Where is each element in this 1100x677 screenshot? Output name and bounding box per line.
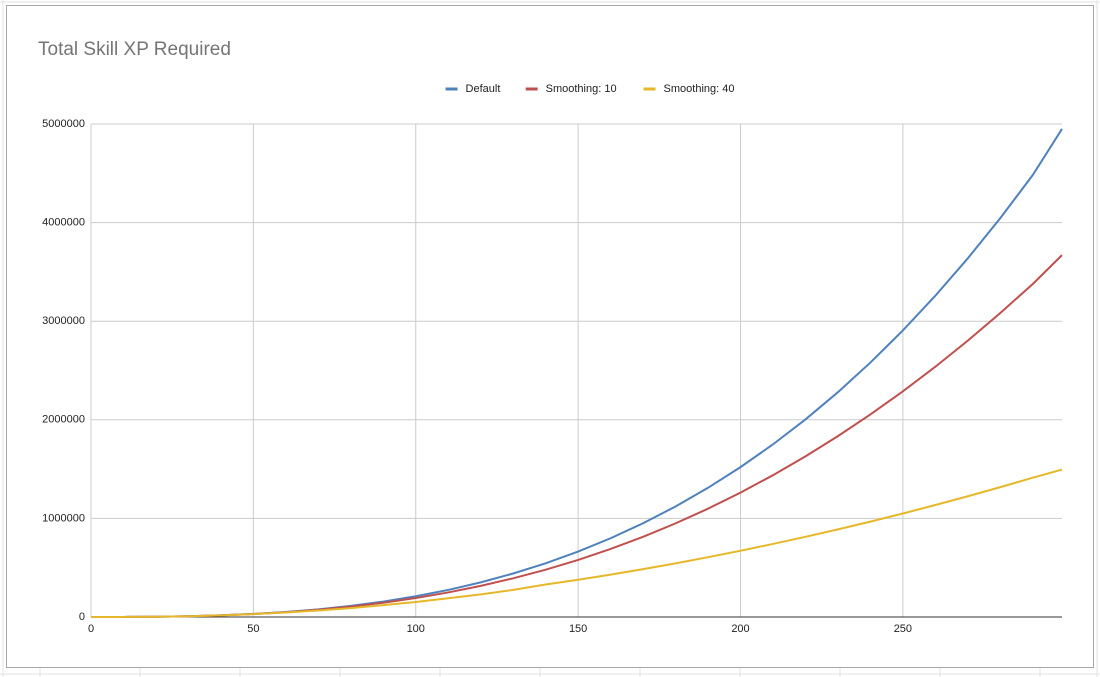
series-line [90,468,1063,618]
legend-label: Smoothing: 10 [546,83,617,95]
chart-title: Total Skill XP Required [38,39,231,60]
legend-label: Smoothing: 40 [664,83,735,95]
x-tick-label: 150 [569,623,587,635]
y-tick-label: 2000000 [42,414,85,426]
y-tick-label: 3000000 [42,315,85,327]
y-tick-label: 1000000 [42,512,85,524]
y-tick-label: 0 [79,611,85,623]
x-tick-label: 250 [894,623,912,635]
y-tick-label: 4000000 [42,217,85,229]
x-tick-label: 0 [88,623,94,635]
x-tick-label: 50 [247,623,259,635]
legend-label: Default [466,83,501,95]
y-tick-label: 5000000 [42,118,85,130]
x-tick-label: 200 [731,623,749,635]
x-tick-label: 100 [407,623,425,635]
chart-frame [6,5,1094,668]
